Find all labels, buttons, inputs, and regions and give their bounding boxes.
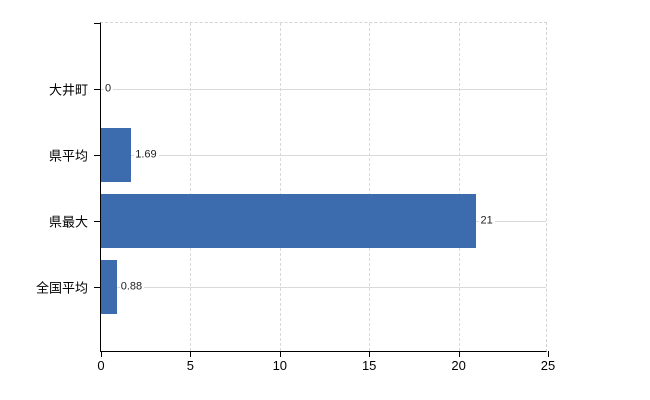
vertical-gridline bbox=[458, 23, 460, 351]
y-axis-tick bbox=[94, 23, 101, 24]
bar-value-label: 0.88 bbox=[119, 280, 145, 294]
y-axis-tick bbox=[94, 89, 101, 90]
x-axis-tick bbox=[190, 351, 192, 357]
y-axis-tick bbox=[94, 155, 101, 156]
category-label: 県最大 bbox=[48, 214, 88, 230]
x-tick-label: 20 bbox=[451, 358, 466, 373]
y-axis-tick bbox=[94, 287, 101, 288]
bar bbox=[101, 128, 132, 182]
x-tick-label: 5 bbox=[186, 358, 195, 373]
y-axis-tick bbox=[94, 221, 101, 222]
plot-area: 0 大井町 1.69 県平均 21 県最大 0.88 全国平均 0 5 10 15 20 25 bbox=[36, 22, 555, 373]
x-axis-tick bbox=[279, 351, 281, 357]
category-label: 大井町 bbox=[48, 82, 88, 98]
horizontal-gridline bbox=[101, 155, 546, 156]
bar-value-label: 21 bbox=[479, 214, 495, 228]
bar-value-label: 0 bbox=[104, 82, 114, 96]
x-tick-label: 0 bbox=[97, 358, 105, 373]
x-axis-tick bbox=[458, 351, 460, 357]
x-axis-tick bbox=[369, 351, 371, 357]
vertical-gridline bbox=[369, 23, 371, 351]
x-tick-label: 15 bbox=[361, 358, 377, 373]
vertical-gridline bbox=[279, 23, 281, 351]
x-tick-label: 25 bbox=[540, 358, 556, 373]
bar-value-label: 1.69 bbox=[134, 148, 159, 162]
x-tick-label: 10 bbox=[272, 358, 288, 373]
horizontal-gridline bbox=[101, 89, 546, 90]
vertical-gridline bbox=[190, 23, 192, 351]
bar bbox=[101, 260, 117, 314]
category-label: 全国平均 bbox=[35, 280, 88, 296]
category-label: 県平均 bbox=[48, 148, 88, 164]
x-axis-tick bbox=[548, 351, 549, 357]
bar bbox=[101, 194, 477, 248]
x-axis-tick bbox=[101, 351, 102, 357]
horizontal-gridline bbox=[101, 287, 546, 288]
